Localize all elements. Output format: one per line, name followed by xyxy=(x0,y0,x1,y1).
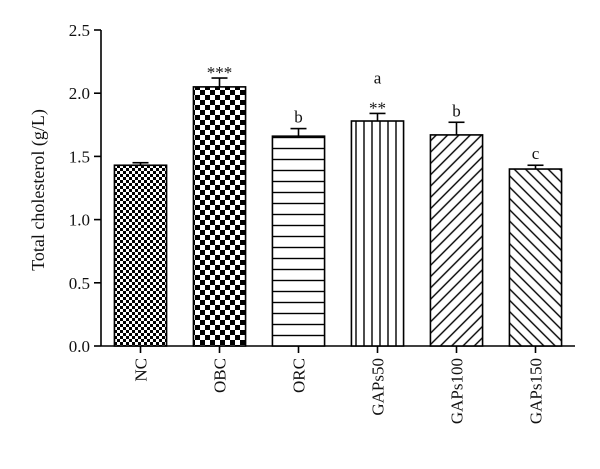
significance-label: b xyxy=(294,108,303,127)
x-tick-label: NC xyxy=(132,358,151,382)
x-tick-label: ORC xyxy=(290,358,309,393)
x-tick-label: GAPs50 xyxy=(369,358,388,416)
bar-orc xyxy=(271,135,326,347)
x-ticks: NC OBC ORC GAPs50 GAPs100 GAPs150 xyxy=(132,346,546,424)
y-tick-label: 1.0 xyxy=(69,211,90,230)
significance-label: b xyxy=(452,101,461,120)
bars: *** b a ** b c xyxy=(113,63,563,347)
significance-label: a xyxy=(374,68,382,87)
significance-label: ** xyxy=(369,98,386,117)
x-tick-label: OBC xyxy=(211,358,230,393)
x-tick-label: GAPs150 xyxy=(527,358,546,424)
bar-gaps100 xyxy=(429,134,484,347)
y-tick-label: 0.5 xyxy=(69,274,90,293)
y-axis-label: Total cholesterol (g/L) xyxy=(28,109,49,271)
x-tick-label: GAPs100 xyxy=(448,358,467,424)
bar-nc xyxy=(113,164,168,347)
y-tick-label: 2.0 xyxy=(69,84,90,103)
significance-label: *** xyxy=(207,63,233,82)
y-tick-label: 2.5 xyxy=(69,21,90,40)
bar-obc xyxy=(192,86,247,347)
y-ticks: 0.0 0.5 1.0 1.5 2.0 2.5 xyxy=(69,21,101,356)
y-tick-label: 1.5 xyxy=(69,147,90,166)
significance-label: c xyxy=(532,144,540,163)
bar-gaps50 xyxy=(350,120,405,347)
y-tick-label: 0.0 xyxy=(69,337,90,356)
bar-gaps150 xyxy=(508,168,563,347)
